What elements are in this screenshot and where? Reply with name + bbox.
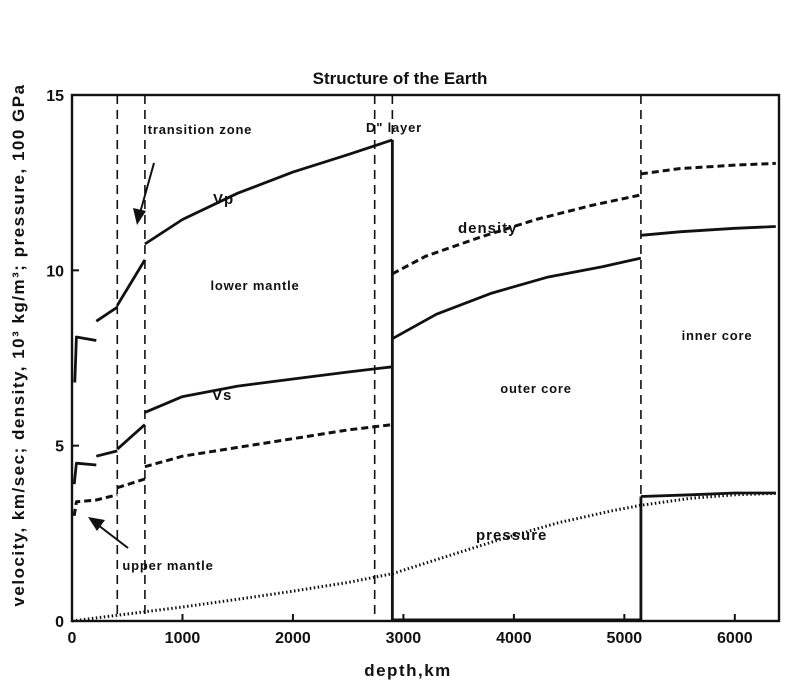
data-series bbox=[71, 138, 776, 623]
vs-segment bbox=[116, 423, 146, 451]
x-tick-label: 2000 bbox=[275, 630, 311, 647]
upper-mantle-arrow bbox=[88, 517, 129, 549]
outer-core-label: outer core bbox=[500, 381, 572, 396]
vs-label: Vs bbox=[212, 387, 232, 404]
density-segment bbox=[72, 493, 118, 517]
x-axis-label: depth,km bbox=[364, 661, 452, 680]
y-tick-label: 10 bbox=[46, 263, 64, 280]
vp-segment bbox=[116, 259, 147, 307]
lower-mantle-label: lower mantle bbox=[210, 278, 299, 293]
upper-mantle-label: upper mantle bbox=[122, 558, 213, 573]
x-tick-label: 6000 bbox=[717, 630, 753, 647]
plot-frame bbox=[70, 93, 781, 623]
vs-segment bbox=[72, 461, 97, 485]
series-density bbox=[72, 161, 776, 517]
vp-segment bbox=[144, 138, 393, 246]
density-label: density bbox=[458, 220, 518, 237]
core-mantle-drop bbox=[390, 139, 643, 622]
vp-segment bbox=[73, 335, 97, 383]
d-layer-label: D" layer bbox=[366, 120, 422, 135]
transition-zone-arrow bbox=[133, 162, 155, 225]
vp-label: Vp bbox=[213, 191, 234, 208]
vp-segment bbox=[95, 306, 119, 323]
y-tick-label: 15 bbox=[46, 88, 64, 105]
x-tick-label: 5000 bbox=[607, 630, 643, 647]
series-vs bbox=[72, 365, 393, 485]
x-tick-label: 1000 bbox=[165, 630, 201, 647]
y-tick-label: 0 bbox=[55, 614, 64, 631]
inner-core-label: inner core bbox=[682, 328, 753, 343]
series-vp bbox=[73, 138, 393, 383]
x-tick-label: 3000 bbox=[386, 630, 422, 647]
series-outer-core-vp bbox=[391, 225, 776, 340]
x-tick-label: 0 bbox=[68, 630, 77, 647]
axis-ticks: 0 1000 2000 3000 4000 5000 6000 0 5 10 15 bbox=[46, 88, 753, 647]
vs-segment bbox=[144, 365, 393, 414]
pressure-label: pressure bbox=[476, 527, 547, 544]
vs-segment bbox=[95, 449, 118, 458]
layer-boundaries bbox=[116, 95, 642, 621]
outer-core-vp-segment bbox=[640, 225, 776, 237]
density-segment bbox=[144, 423, 393, 469]
density-segment bbox=[116, 477, 146, 490]
y-axis-label: velocity, km/sec; density, 10³ kg/m³; pr… bbox=[9, 83, 28, 606]
density-segment bbox=[640, 161, 776, 176]
y-tick-label: 5 bbox=[55, 439, 64, 456]
density-segment bbox=[391, 193, 642, 276]
outer-core-vp-segment bbox=[391, 256, 642, 340]
transition-zone-label: transition zone bbox=[148, 122, 252, 137]
chart-title: Structure of the Earth bbox=[313, 69, 488, 88]
x-tick-label: 4000 bbox=[496, 630, 532, 647]
